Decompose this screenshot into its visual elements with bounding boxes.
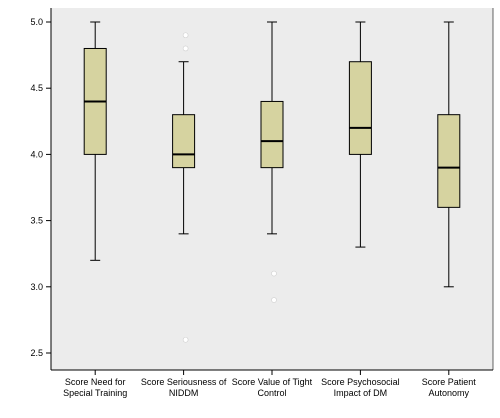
y-tick-label: 3.5 xyxy=(30,216,43,226)
box-item xyxy=(348,21,372,248)
x-category-label-line2: NIDDM xyxy=(169,388,199,398)
x-category-label-line2: Autonomy xyxy=(429,388,470,398)
outlier-point xyxy=(271,297,277,303)
x-category-label-line1: Score Value of Tight xyxy=(232,377,313,387)
outlier-point xyxy=(182,32,189,39)
box-iqr xyxy=(260,100,284,169)
box-item xyxy=(172,32,196,343)
box-iqr xyxy=(172,114,196,169)
x-category-label-line1: Score Seriousness of xyxy=(141,377,227,387)
outlier-point xyxy=(182,45,189,52)
box-item xyxy=(437,21,461,288)
outlier-point xyxy=(182,336,189,343)
x-category-label-line1: Score Patient xyxy=(422,377,477,387)
y-tick-label: 5.0 xyxy=(30,17,43,27)
x-category-label-line2: Impact of DM xyxy=(334,388,388,398)
box-item xyxy=(83,21,107,261)
box-iqr xyxy=(437,114,461,208)
box-item xyxy=(260,21,284,303)
y-tick-label: 3.0 xyxy=(30,282,43,292)
box-series xyxy=(83,21,461,343)
y-tick-label: 2.5 xyxy=(30,348,43,358)
y-tick-label: 4.0 xyxy=(30,149,43,159)
outlier-point xyxy=(271,270,277,277)
box-iqr xyxy=(348,61,372,155)
x-category-label-line2: Control xyxy=(257,388,286,398)
y-tick-label: 4.5 xyxy=(30,83,43,93)
y-axis-ticks: 2.5 3.0 3.5 4.0 4.5 5.0 xyxy=(30,17,51,358)
x-category-label-line1: Score Psychosocial xyxy=(321,377,400,387)
x-category-label-line2: Special Training xyxy=(63,388,127,398)
x-category-label-line1: Score Need for xyxy=(65,377,126,387)
